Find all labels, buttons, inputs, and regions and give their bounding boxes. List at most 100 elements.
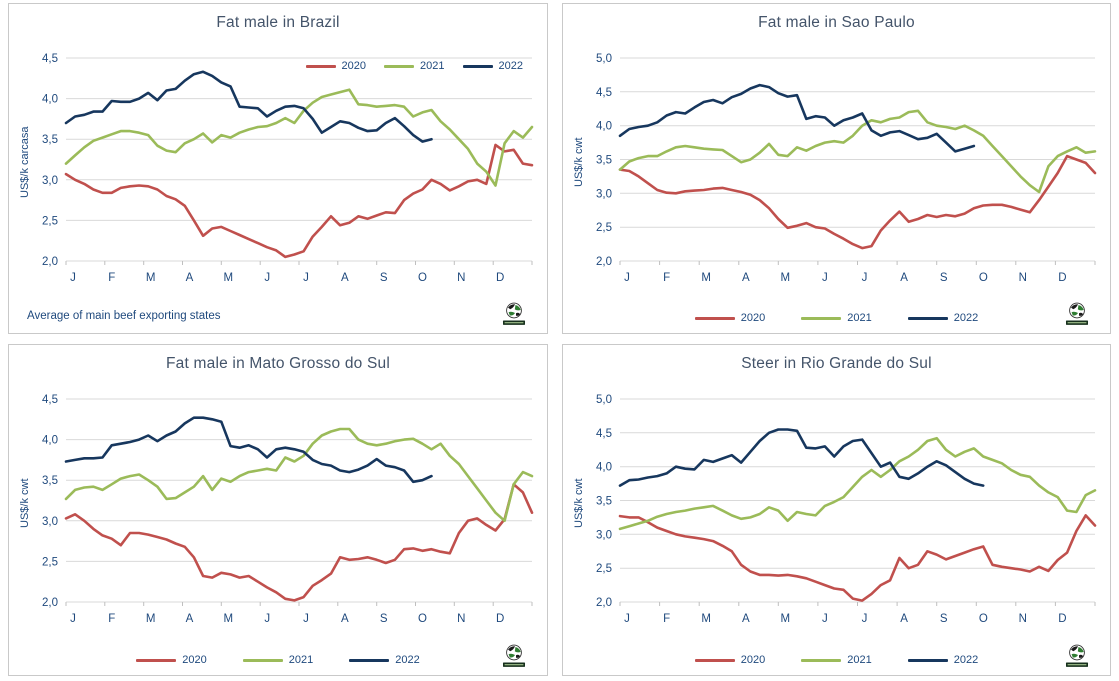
y-tick-label: 2,5 <box>42 215 58 227</box>
chart-footnote: Average of main beef exporting states <box>27 310 221 322</box>
y-tick-label: 3,0 <box>42 516 58 528</box>
x-month-label: A <box>742 613 750 625</box>
legend-item-2021: 2021 <box>801 654 872 666</box>
globe-logo-icon <box>1066 302 1088 325</box>
legend-item-2022: 2022 <box>462 60 523 72</box>
x-month-label: M <box>146 613 156 625</box>
x-month-label: J <box>624 272 630 284</box>
legend-label-2020: 2020 <box>740 654 766 666</box>
x-month-label: A <box>900 613 908 625</box>
x-month-label: O <box>979 613 988 625</box>
legend-label-2020: 2020 <box>740 312 766 324</box>
x-month-label: J <box>264 613 270 625</box>
legend-label-2021: 2021 <box>288 654 314 666</box>
legend-label-2022: 2022 <box>953 654 979 666</box>
y-tick-label: 3,5 <box>596 155 612 167</box>
y-tick-label: 4,5 <box>42 394 58 406</box>
y-tick-label: 4,0 <box>596 121 612 133</box>
x-month-label: D <box>496 272 504 284</box>
chart-title: Steer in Rio Grande do Sul <box>741 355 932 372</box>
x-month-label: M <box>701 272 711 284</box>
x-month-label: J <box>862 272 868 284</box>
legend-swatch-2020 <box>694 658 735 662</box>
legend-label-2021: 2021 <box>420 60 445 72</box>
x-month-label: M <box>224 272 234 284</box>
series-line-2022 <box>618 83 976 153</box>
legend-swatch-2021 <box>384 64 415 68</box>
globe-logo-icon <box>503 644 525 667</box>
legend-item-2022: 2022 <box>349 654 420 666</box>
series-line-2020 <box>64 143 534 259</box>
legend-item-2022: 2022 <box>907 654 979 666</box>
y-tick-label: 2,5 <box>42 556 58 568</box>
x-month-label: J <box>70 613 76 625</box>
legend-item-2020: 2020 <box>136 654 207 666</box>
x-month-label: A <box>341 613 349 625</box>
y-tick-label: 2,0 <box>596 256 612 268</box>
plot-area: 5,0 4,5 4,0 3,5 3,0 2,5 2,0 J F M A M J J A S O N D <box>596 394 1097 625</box>
y-tick-label: 4,0 <box>596 462 612 474</box>
x-month-label: J <box>70 272 76 284</box>
y-tick-label: 4,5 <box>596 428 612 440</box>
chart-title: Fat male in Brazil <box>216 14 340 31</box>
x-month-label: J <box>303 272 309 284</box>
x-month-label: O <box>979 272 988 284</box>
chart-title: Fat male in Sao Paulo <box>758 14 915 31</box>
x-month-label: N <box>1019 272 1027 284</box>
legend-item-2020: 2020 <box>694 312 766 324</box>
series-line-2021 <box>64 427 534 523</box>
x-month-label: J <box>862 613 868 625</box>
y-tick-label: 3,0 <box>42 175 58 187</box>
plot-area: 5,0 4,5 4,0 3,5 3,0 2,5 2,0 J F M A M J J A S O N D <box>596 53 1097 284</box>
legend: 2020 2021 2022 <box>563 312 1110 324</box>
y-tick-label: 3,5 <box>596 496 612 508</box>
x-month-label: M <box>146 272 156 284</box>
legend-swatch-2020 <box>305 64 336 68</box>
legend-swatch-2020 <box>694 316 735 320</box>
legend-swatch-2021 <box>801 316 842 320</box>
legend-swatch-2022 <box>462 64 493 68</box>
series-line-2020 <box>618 154 1097 250</box>
x-month-label: S <box>380 272 388 284</box>
legend: 2020 2021 2022 <box>305 60 523 72</box>
globe-logo-icon <box>1066 644 1088 667</box>
legend-label-2021: 2021 <box>847 654 872 666</box>
legend-item-2021: 2021 <box>384 60 445 72</box>
legend-item-2020: 2020 <box>694 654 766 666</box>
legend-item-2020: 2020 <box>305 60 366 72</box>
legend-swatch-2022 <box>349 658 390 662</box>
x-month-label: M <box>781 613 791 625</box>
y-tick-label: 4,5 <box>596 87 612 99</box>
series-line-2022 <box>64 416 433 484</box>
series-line-2022 <box>618 428 985 487</box>
x-month-label: A <box>341 272 349 284</box>
legend-item-2021: 2021 <box>242 654 314 666</box>
y-tick-label: 5,0 <box>596 394 612 406</box>
series-line-2021 <box>618 436 1097 531</box>
x-month-label: J <box>264 272 270 284</box>
x-month-label: D <box>1058 272 1066 284</box>
x-month-label: N <box>457 272 465 284</box>
x-month-label: A <box>186 613 194 625</box>
series-line-2022 <box>64 70 433 143</box>
series-line-2021 <box>618 109 1097 194</box>
chart-panel-mato-grosso-do-sul: Fat male in Mato Grosso do Sul US$/k cwt… <box>8 344 548 676</box>
series-line-2020 <box>618 514 1097 602</box>
chart-title: Fat male in Mato Grosso do Sul <box>166 355 390 372</box>
legend-swatch-2022 <box>907 658 948 662</box>
legend-item-2022: 2022 <box>907 312 978 324</box>
x-month-label: N <box>1019 613 1027 625</box>
plot-area: 4,5 4,0 3,5 3,0 2,5 2,0 J F M A M J J A S O N D <box>42 394 534 625</box>
x-month-label: M <box>781 272 791 284</box>
x-month-label: A <box>186 272 194 284</box>
legend-label-2022: 2022 <box>498 60 523 72</box>
x-month-label: O <box>418 613 427 625</box>
x-month-label: N <box>457 613 465 625</box>
y-tick-label: 4,0 <box>42 435 58 447</box>
y-tick-label: 2,0 <box>42 256 58 268</box>
legend: 2020 2021 2022 <box>563 654 1110 666</box>
x-month-label: J <box>624 613 630 625</box>
y-tick-label: 5,0 <box>596 53 612 65</box>
y-tick-label: 2,0 <box>596 597 612 609</box>
